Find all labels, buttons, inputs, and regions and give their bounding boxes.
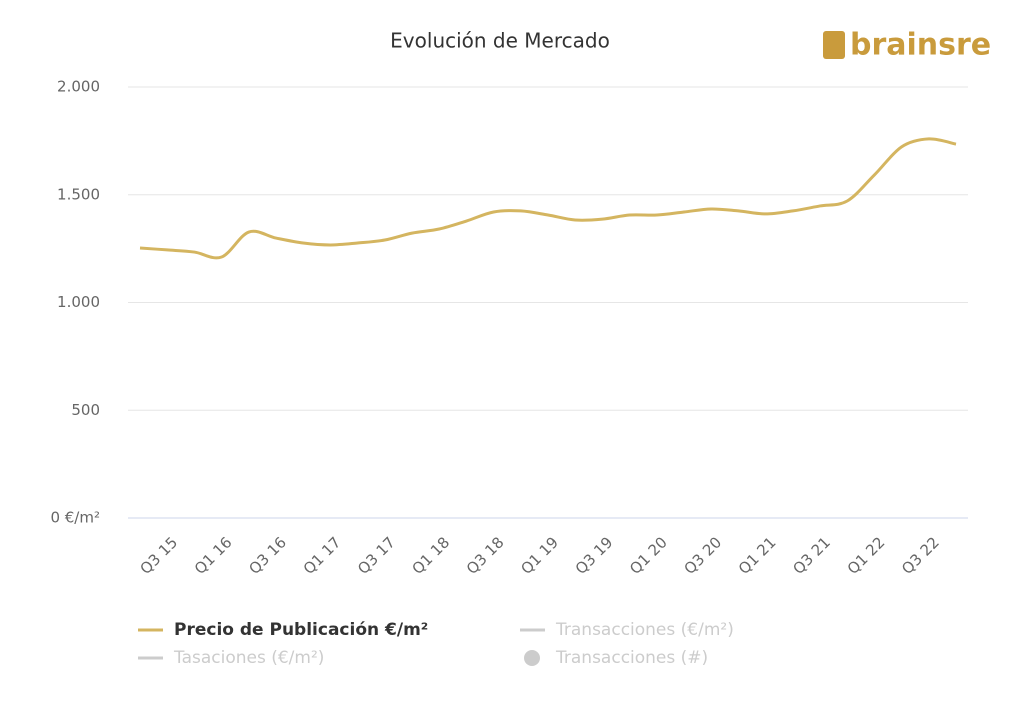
y-tick-label: 1.000 <box>57 293 100 311</box>
logo-icon <box>823 31 845 59</box>
x-tick-label: Q3 17 <box>354 533 399 578</box>
x-tick-label: Q3 19 <box>572 533 617 578</box>
x-tick-label: Q1 17 <box>300 533 345 578</box>
legend-symbol <box>524 650 540 666</box>
x-tick-label: Q1 18 <box>409 533 454 578</box>
x-tick-label: Q3 20 <box>681 533 726 578</box>
y-tick-label: 500 <box>71 401 100 419</box>
logo: brainsre <box>850 28 991 63</box>
legend-label: Precio de Publicación €/m² <box>174 620 428 640</box>
legend-label: Tasaciones (€/m²) <box>173 648 324 668</box>
x-tick-label: Q1 21 <box>735 533 780 578</box>
y-tick-label: 0 €/m² <box>50 509 100 527</box>
x-tick-label: Q3 15 <box>137 533 182 578</box>
x-tick-label: Q3 21 <box>789 533 834 578</box>
x-tick-label: Q1 19 <box>517 533 562 578</box>
chart-title: Evolución de Mercado <box>390 29 610 53</box>
series-line <box>139 137 957 260</box>
x-tick-label: Q1 22 <box>844 533 889 578</box>
x-tick-label: Q3 16 <box>245 533 290 578</box>
legend-label: Transacciones (€/m²) <box>555 620 734 640</box>
x-tick-label: Q1 16 <box>191 533 236 578</box>
x-tick-label: Q3 22 <box>898 533 943 578</box>
legend-label: Transacciones (#) <box>555 648 708 668</box>
y-tick-label: 1.500 <box>57 185 100 203</box>
x-tick-label: Q3 18 <box>463 533 508 578</box>
y-tick-label: 2.000 <box>57 78 100 96</box>
x-tick-label: Q1 20 <box>626 533 671 578</box>
